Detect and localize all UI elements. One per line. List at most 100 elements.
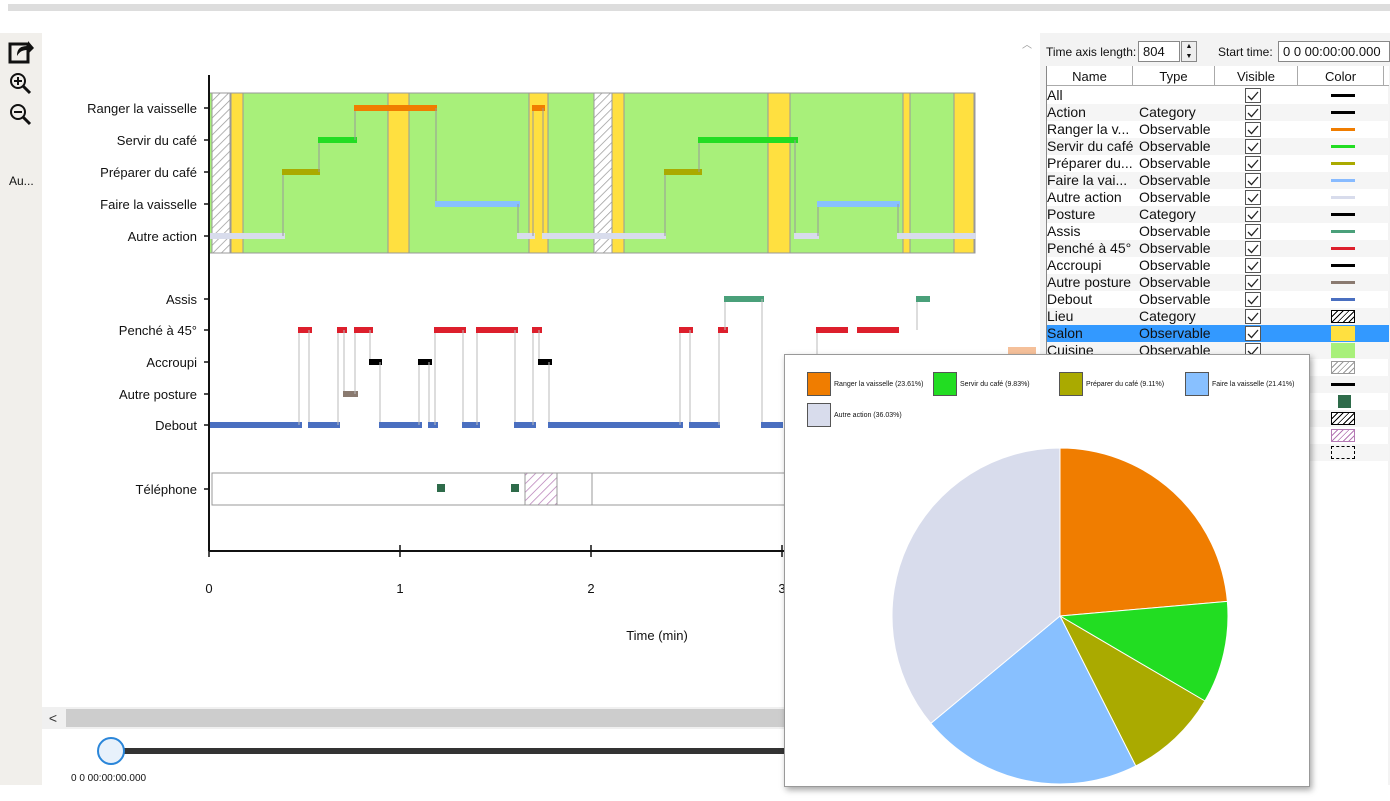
scroll-up-icon[interactable]: ︿ (1022, 40, 1032, 51)
col-type-header[interactable]: Type (1133, 66, 1215, 86)
color-swatch[interactable] (1329, 87, 1357, 104)
pie-slice (1058, 614, 1206, 767)
legend-swatch (807, 372, 831, 396)
legend-label: Préparer du café (9.11%) (1086, 380, 1165, 388)
visible-checkbox[interactable] (1245, 190, 1261, 205)
color-swatch[interactable] (1329, 257, 1357, 274)
visible-checkbox[interactable] (1245, 173, 1261, 188)
legend-item: Faire la vaisselle (21.41%) (1185, 372, 1294, 396)
checkmark-icon (1247, 312, 1259, 321)
table-row[interactable]: Debout Observable (1047, 291, 1389, 308)
visible-checkbox[interactable] (1245, 292, 1261, 307)
row-name: Assis (1047, 223, 1081, 239)
table-row[interactable]: Autre action Observable (1047, 189, 1389, 206)
color-swatch[interactable] (1329, 410, 1357, 427)
visible-checkbox[interactable] (1245, 105, 1261, 120)
color-swatch[interactable] (1329, 155, 1357, 172)
color-swatch[interactable] (1329, 376, 1357, 393)
location-salon-band (611, 92, 625, 254)
visible-checkbox[interactable] (1245, 326, 1261, 341)
table-row[interactable]: Posture Category (1047, 206, 1389, 223)
row-type: Observable (1139, 291, 1211, 307)
start-time-input[interactable]: 0 0 00:00:00.000 (1278, 41, 1390, 62)
scrollbar-thumb[interactable] (66, 709, 1022, 727)
table-row[interactable]: Lieu Category (1047, 308, 1389, 325)
visible-checkbox[interactable] (1245, 207, 1261, 222)
time-axis-length-input[interactable]: 804 (1138, 41, 1180, 62)
row-name: Posture (1047, 206, 1096, 222)
color-swatch[interactable] (1329, 342, 1357, 359)
col-name-header[interactable]: Name (1047, 66, 1133, 86)
visible-checkbox[interactable] (1245, 241, 1261, 256)
posture-bar (379, 422, 422, 428)
table-row[interactable]: Assis Observable (1047, 223, 1389, 240)
posture-row-label: Autre posture (119, 387, 197, 402)
visible-checkbox[interactable] (1245, 139, 1261, 154)
color-swatch[interactable] (1329, 427, 1357, 444)
location-cuisine-band (208, 92, 976, 254)
table-row[interactable]: Autre posture Observable (1047, 274, 1389, 291)
table-row[interactable]: Action Category (1047, 104, 1389, 121)
table-header: Name Type Visible Color (1047, 66, 1389, 86)
visible-checkbox[interactable] (1245, 156, 1261, 171)
table-row[interactable]: Faire la vai... Observable (1047, 172, 1389, 189)
row-type: Observable (1139, 155, 1211, 171)
color-swatch[interactable] (1329, 121, 1357, 138)
table-row[interactable]: Ranger la v... Observable (1047, 121, 1389, 138)
posture-bar (857, 327, 899, 333)
table-row[interactable]: Salon Observable (1047, 325, 1389, 342)
table-row[interactable]: Penché à 45° Observable (1047, 240, 1389, 257)
action-bar (542, 233, 666, 239)
legend-label: Servir du café (9.83%) (960, 380, 1030, 388)
posture-bar (718, 327, 728, 333)
checkmark-icon (1247, 159, 1259, 168)
table-row[interactable]: Servir du café Observable (1047, 138, 1389, 155)
color-swatch[interactable] (1329, 223, 1357, 240)
col-color-header[interactable]: Color (1298, 66, 1384, 86)
color-swatch[interactable] (1329, 274, 1357, 291)
horizontal-scrollbar[interactable]: < (42, 707, 1022, 729)
table-row[interactable]: Préparer du... Observable (1047, 155, 1389, 172)
time-slider-track[interactable] (112, 748, 802, 754)
color-swatch[interactable] (1329, 104, 1357, 121)
checkmark-icon (1247, 278, 1259, 287)
color-swatch[interactable] (1329, 444, 1357, 461)
visible-checkbox[interactable] (1245, 258, 1261, 273)
color-swatch[interactable] (1329, 172, 1357, 189)
color-swatch[interactable] (1329, 206, 1357, 223)
checkmark-icon (1247, 91, 1259, 100)
color-swatch[interactable] (1329, 308, 1357, 325)
export-share-icon[interactable] (6, 37, 36, 67)
zoom-in-icon[interactable] (6, 69, 36, 99)
visible-checkbox[interactable] (1245, 88, 1261, 103)
row-type: Observable (1139, 121, 1211, 137)
visible-checkbox[interactable] (1245, 122, 1261, 137)
color-swatch[interactable] (1329, 393, 1357, 410)
posture-bar (343, 391, 358, 397)
zoom-out-icon[interactable] (6, 100, 36, 130)
table-row[interactable]: Accroupi Observable (1047, 257, 1389, 274)
posture-bar (209, 422, 302, 428)
row-type: Observable (1139, 257, 1211, 273)
color-swatch[interactable] (1329, 240, 1357, 257)
location-salon-band (387, 92, 410, 254)
posture-bar (337, 327, 347, 333)
color-swatch[interactable] (1329, 138, 1357, 155)
pie-slice (930, 615, 1137, 785)
color-swatch[interactable] (1329, 291, 1357, 308)
color-swatch[interactable] (1329, 325, 1357, 342)
table-row[interactable]: All (1047, 87, 1389, 104)
visible-checkbox[interactable] (1245, 275, 1261, 290)
row-name: Lieu (1047, 308, 1074, 324)
time-slider-handle[interactable] (97, 737, 125, 765)
spinner-arrows-icon[interactable]: ▲ ▼ (1181, 41, 1197, 62)
color-swatch[interactable] (1329, 189, 1357, 206)
color-swatch[interactable] (1329, 359, 1357, 376)
visible-checkbox[interactable] (1245, 224, 1261, 239)
col-visible-header[interactable]: Visible (1215, 66, 1298, 86)
posture-bar (476, 327, 518, 333)
hidden-swatch (1008, 347, 1036, 357)
visible-checkbox[interactable] (1245, 309, 1261, 324)
scroll-left-icon[interactable]: < (48, 710, 58, 726)
auto-button[interactable]: Au... (9, 174, 34, 188)
